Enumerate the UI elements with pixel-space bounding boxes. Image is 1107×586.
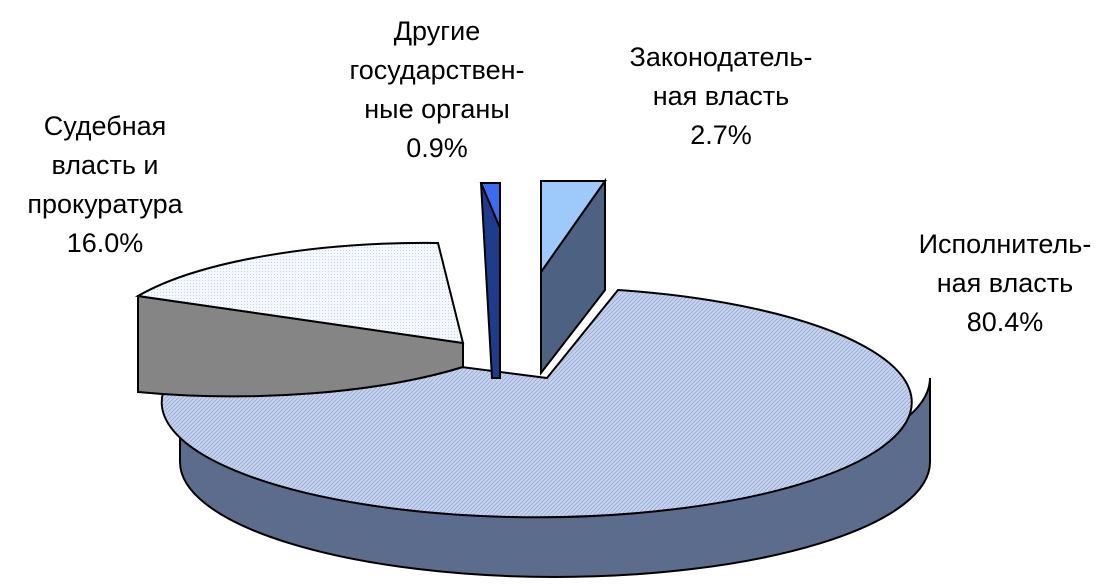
label-other-value: 0.9%: [406, 133, 468, 163]
slice-judicial-top: [135, 241, 465, 345]
slice-legislative-top: [540, 180, 607, 276]
label-executive: Исполнитель- ная власть 80.4%: [919, 229, 1092, 337]
label-other: Другие государствен- ные органы 0.9%: [350, 16, 525, 163]
label-judicial: Судебная власть и прокуратура 16.0%: [27, 111, 183, 258]
slice-judicial-side-front: [137, 294, 464, 398]
slice-legislative: [540, 177, 607, 376]
label-judicial-line-3: прокуратура: [27, 189, 183, 219]
label-judicial-line-2: власть и: [51, 150, 158, 180]
label-executive-line-2: ная власть: [937, 268, 1073, 298]
label-other-line-3: ные органы: [364, 94, 509, 124]
label-other-line-2: государствен-: [350, 55, 525, 85]
slice-executive-top: [160, 288, 913, 519]
label-judicial-value: 16.0%: [67, 228, 144, 258]
label-executive-value: 80.4%: [967, 307, 1044, 337]
slice-executive: [160, 288, 931, 578]
label-judicial-line-1: Судебная: [44, 111, 167, 141]
label-executive-line-1: Исполнитель-: [919, 229, 1092, 259]
slice-judicial: [135, 241, 465, 398]
label-legislative-line-1: Законодатель-: [630, 42, 813, 72]
label-legislative: Законодатель- ная власть 2.7%: [630, 42, 813, 150]
label-legislative-line-2: ная власть: [653, 81, 789, 111]
label-legislative-value: 2.7%: [690, 120, 752, 150]
slice-other: [479, 182, 501, 379]
slice-other-side: [480, 182, 501, 379]
label-other-line-1: Другие: [394, 16, 480, 46]
